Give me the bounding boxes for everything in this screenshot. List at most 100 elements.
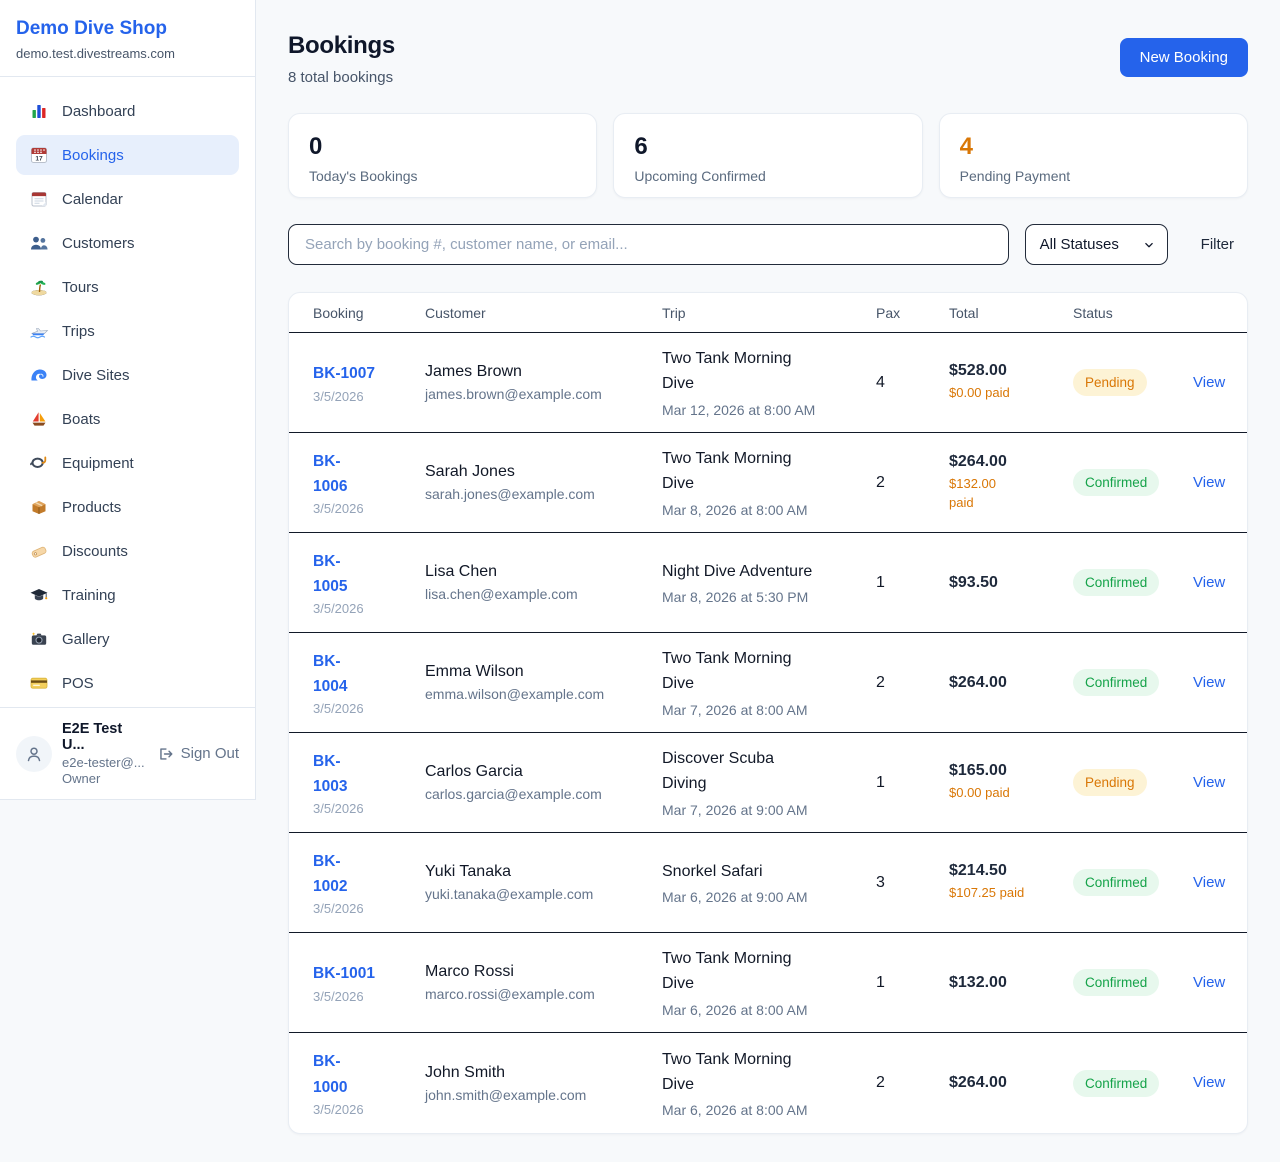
status-cell: Confirmed <box>1073 469 1193 496</box>
trip-datetime: Mar 12, 2026 at 8:00 AM <box>662 401 816 418</box>
sign-out-button[interactable]: Sign Out <box>156 745 239 763</box>
customer-email: john.smith@example.com <box>425 1086 587 1103</box>
filter-button[interactable]: Filter <box>1200 236 1234 253</box>
sidebar-item-products[interactable]: Products <box>16 487 239 527</box>
user-meta: E2E Test U... e2e-tester@... Owner <box>62 721 146 786</box>
trip-cell: Discover Scuba Diving Mar 7, 2026 at 9:00 … <box>662 747 876 818</box>
status-badge: Confirmed <box>1073 1069 1160 1097</box>
status-badge: Pending <box>1073 369 1147 396</box>
sidebar-item-training[interactable]: Training <box>16 575 239 615</box>
paid-line: $0.00 paid <box>949 785 1010 801</box>
calendar-pad-icon <box>29 189 49 209</box>
booking-cell: BK- 1002 3/5/2026 <box>313 849 425 916</box>
pax-value: 1 <box>876 973 885 991</box>
pax-value: 3 <box>876 873 885 891</box>
person-icon <box>27 746 41 761</box>
table-body: BK-1007 3/5/2026 James Brown james.brown@ex… <box>289 333 1247 1133</box>
trip-name: Discover Scuba Diving <box>662 747 876 797</box>
trip-name-line: Two Tank Morning <box>662 450 792 468</box>
filter-row: All Statuses Filter <box>288 224 1248 265</box>
customer-name: Lisa Chen <box>425 563 498 580</box>
sidebar-header: Demo Dive Shop demo.test.divestreams.com <box>0 0 255 77</box>
booking-id-link[interactable]: BK- 1004 <box>313 649 425 699</box>
status-badge: Confirmed <box>1073 669 1160 696</box>
view-link[interactable]: View <box>1193 373 1226 391</box>
booking-id-link[interactable]: BK- 1005 <box>313 549 425 599</box>
sidebar-item-bookings[interactable]: 17 Bookings <box>16 135 239 175</box>
status-badge: Pending <box>1073 769 1147 796</box>
pax-value: 2 <box>876 473 885 491</box>
trip-name: Two Tank Morning Dive <box>662 647 876 697</box>
total-cell: $264.00 $132.00 paid <box>949 453 1073 513</box>
sidebar-item-dive-sites[interactable]: Dive Sites <box>16 355 239 395</box>
booking-id-line: BK- <box>313 552 341 570</box>
trip-name: Night Dive Adventure <box>662 560 876 585</box>
sidebar-item-calendar[interactable]: Calendar <box>16 179 239 219</box>
sidebar-item-boats[interactable]: Boats <box>16 399 239 439</box>
paid-line: $107.25 paid <box>949 885 1025 901</box>
trip-name: Two Tank Morning Dive <box>662 947 876 997</box>
trip-cell: Night Dive Adventure Mar 8, 2026 at 5:30 … <box>662 560 876 606</box>
dive-mask-icon <box>29 453 49 473</box>
view-link[interactable]: View <box>1193 573 1226 591</box>
trip-datetime: Mar 6, 2026 at 9:00 AM <box>662 889 808 906</box>
sidebar-item-equipment[interactable]: Equipment <box>16 443 239 483</box>
sidebar-item-gallery[interactable]: Gallery <box>16 619 239 659</box>
actions-cell: View <box>1193 374 1225 392</box>
search-input[interactable] <box>288 224 1009 265</box>
customer-name: John Smith <box>425 1063 506 1081</box>
sidebar-item-tours[interactable]: Tours <box>16 267 239 307</box>
trip-name-line: Snorkel Safari <box>662 862 763 880</box>
booking-id-line: 1005 <box>313 578 348 595</box>
sidebar-item-pos[interactable]: POS <box>16 663 239 703</box>
customer-name: Yuki Tanaka <box>425 863 511 880</box>
booking-id-link[interactable]: BK- 1003 <box>313 749 425 799</box>
bar-chart-icon <box>29 101 49 121</box>
view-link[interactable]: View <box>1193 473 1226 491</box>
booking-id-link[interactable]: BK-1007 <box>313 361 425 386</box>
customer-email: carlos.garcia@example.com <box>425 786 602 802</box>
booking-cell: BK-1007 3/5/2026 <box>313 361 425 403</box>
view-link[interactable]: View <box>1193 873 1226 891</box>
stat-card-upcoming-confirmed: 6 Upcoming Confirmed <box>613 113 923 198</box>
actions-cell: View <box>1193 574 1225 592</box>
sidebar-item-dashboard[interactable]: Dashboard <box>16 91 239 131</box>
trip-name-line: Two Tank Morning <box>662 350 792 368</box>
view-link[interactable]: View <box>1193 673 1226 691</box>
sidebar-item-discounts[interactable]: Discounts <box>16 531 239 571</box>
paid-amount: $132.00 paid <box>949 475 1073 513</box>
customer-cell: John Smith john.smith@example.com <box>425 1064 662 1103</box>
stat-card-pending-payment: 4 Pending Payment <box>938 113 1248 198</box>
column-header-status: Status <box>1073 304 1113 321</box>
trip-name: Two Tank Morning Dive <box>662 347 876 397</box>
column-header-booking: Booking <box>313 304 364 321</box>
view-link[interactable]: View <box>1193 773 1226 791</box>
sidebar-item-customers[interactable]: Customers <box>16 223 239 263</box>
stats-cards: 0 Today's Bookings 6 Upcoming Confirmed 4 Pen… <box>288 113 1248 198</box>
status-filter-select[interactable]: All Statuses <box>1024 224 1168 265</box>
booking-cell: BK- 1005 3/5/2026 <box>313 549 425 616</box>
booking-date: 3/5/2026 <box>313 1101 364 1117</box>
booking-id-link[interactable]: BK- 1000 <box>313 1049 425 1099</box>
new-booking-button[interactable]: New Booking <box>1119 38 1248 77</box>
trip-cell: Two Tank Morning Dive Mar 6, 2026 at 8:00 … <box>662 947 876 1018</box>
view-link[interactable]: View <box>1193 973 1226 991</box>
booking-id-link[interactable]: BK-1001 <box>313 961 425 986</box>
sidebar-item-label: Dive Sites <box>62 366 130 384</box>
trip-cell: Two Tank Morning Dive Mar 7, 2026 at 8:00 … <box>662 647 876 718</box>
sidebar-item-label: POS <box>62 674 94 692</box>
sidebar-item-trips[interactable]: Trips <box>16 311 239 351</box>
booking-id-link[interactable]: BK- 1002 <box>313 849 425 899</box>
booking-id-link[interactable]: BK- 1006 <box>313 449 425 499</box>
trip-name-line: Dive <box>662 375 695 392</box>
sidebar-user-section: E2E Test U... e2e-tester@... Owner Sign … <box>0 707 255 799</box>
sidebar-item-label: Bookings <box>62 146 124 164</box>
view-link[interactable]: View <box>1193 1074 1226 1091</box>
booking-date: 3/5/2026 <box>313 901 364 917</box>
pax-value: 1 <box>876 773 885 791</box>
table-row: BK- 1002 3/5/2026 Yuki Tanaka yuki.tanaka@ex… <box>289 833 1247 933</box>
sidebar-item-label: Training <box>62 586 116 604</box>
sign-out-label: Sign Out <box>180 745 239 762</box>
wave-icon <box>29 365 49 385</box>
booking-date: 3/5/2026 <box>313 388 364 404</box>
